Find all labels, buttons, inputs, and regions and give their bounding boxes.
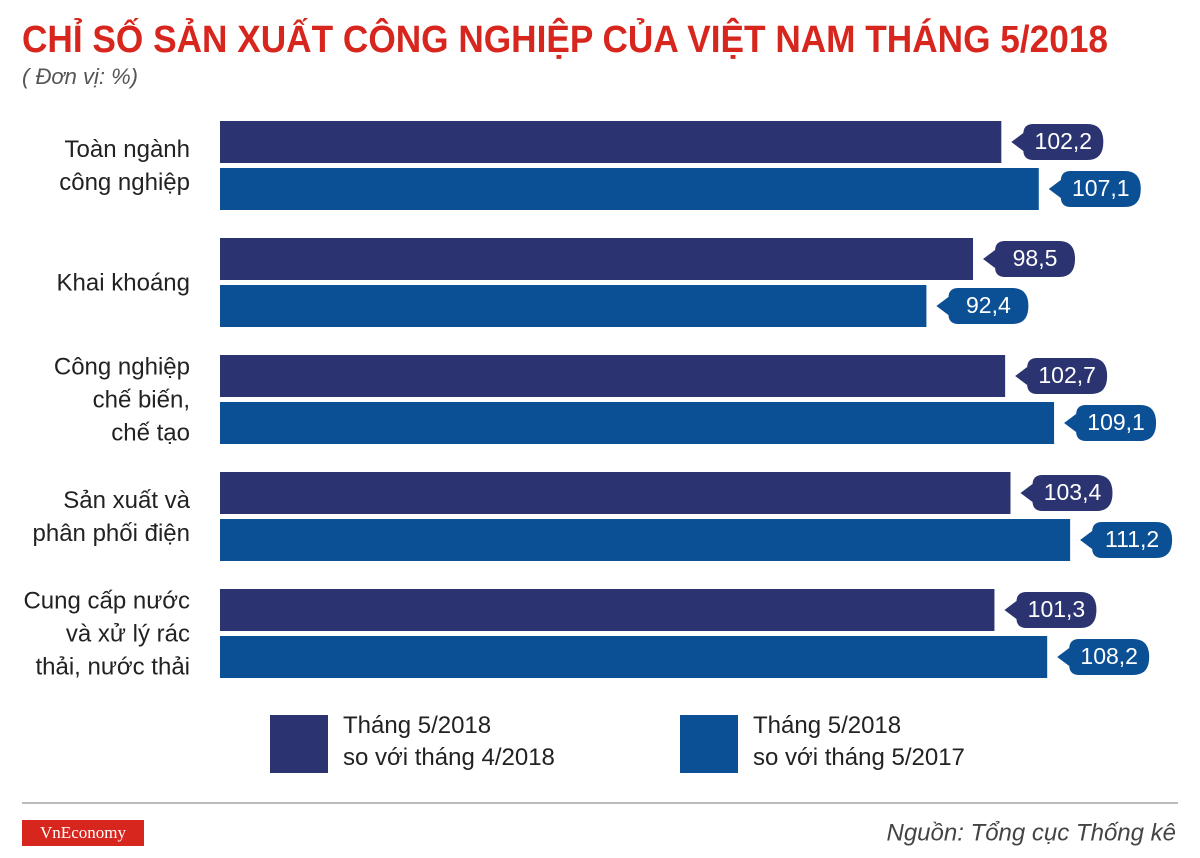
value-label-bubble: [1020, 475, 1113, 511]
value-label: 103,4: [1044, 479, 1102, 505]
chart-title: CHỈ SỐ SẢN XUẤT CÔNG NGHIỆP CỦA VIỆT NAM…: [22, 16, 1108, 61]
legend-label: Tháng 5/2018 so với tháng 5/2017: [753, 712, 965, 771]
value-label: 92,4: [966, 292, 1011, 318]
value-label-bubble: [1064, 405, 1157, 441]
value-label-bubble: [936, 288, 1029, 324]
value-label: 111,2: [1105, 526, 1159, 552]
value-label-bubble: [1011, 124, 1104, 160]
value-label: 98,5: [1013, 245, 1058, 271]
value-label-bubble: [983, 241, 1076, 277]
bar: [220, 636, 1048, 678]
y-tick-label: Sản xuất và phân phối điện: [32, 486, 190, 547]
source: Nguồn: Tổng cục Thống kê: [886, 819, 1176, 846]
y-tick-label: Khai khoáng: [56, 269, 190, 296]
value-label-bubble: [1057, 639, 1150, 675]
y-tick-label: Công nghiệp chế biến, chế tạo: [53, 353, 190, 446]
bar: [220, 355, 1006, 397]
legend-swatch: [680, 715, 738, 773]
chart-subtitle: ( Đơn vị: %): [22, 64, 138, 89]
value-label: 107,1: [1072, 175, 1130, 201]
value-label: 102,2: [1035, 128, 1093, 154]
value-label-bubble: [1015, 358, 1108, 394]
brand-box: [22, 820, 144, 846]
value-label-bubble: [1004, 592, 1097, 628]
bar: [220, 285, 927, 327]
bar: [220, 472, 1011, 514]
value-label: 109,1: [1087, 409, 1145, 435]
y-tick-label: Toàn ngành công nghiệp: [59, 135, 190, 196]
bar: [220, 402, 1055, 444]
brand: VnEconomy: [40, 823, 126, 842]
value-label-bubble: [1048, 171, 1141, 207]
bar: [220, 519, 1071, 561]
legend-swatch: [270, 715, 328, 773]
y-tick-label: Cung cấp nước và xử lý rác thải, nước th…: [23, 587, 190, 680]
bar: [220, 589, 995, 631]
value-label: 108,2: [1080, 643, 1138, 669]
value-label: 101,3: [1028, 596, 1086, 622]
bar: [220, 121, 1002, 163]
bar: [220, 238, 974, 280]
value-label: 102,7: [1038, 362, 1096, 388]
legend-label: Tháng 5/2018 so với tháng 4/2018: [343, 712, 555, 771]
value-label-bubble: [1080, 522, 1173, 558]
bar: [220, 168, 1039, 210]
